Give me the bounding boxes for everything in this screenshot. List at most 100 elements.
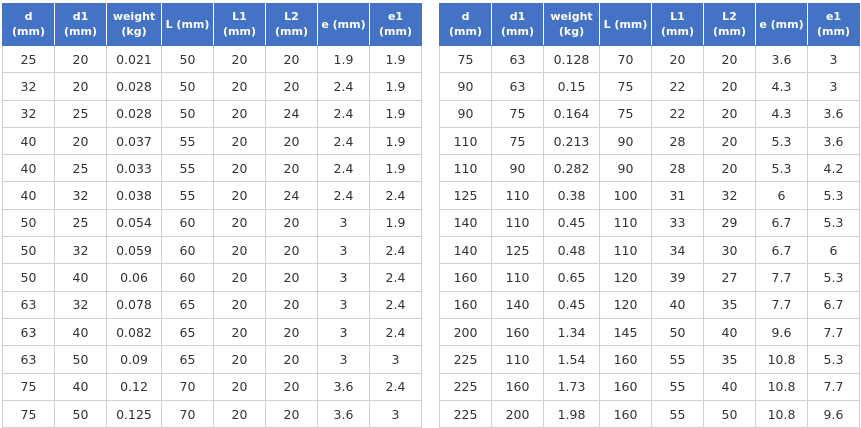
- table-cell: 20: [265, 208, 318, 238]
- table-cell: 55: [161, 126, 214, 156]
- table-cell: 0.125: [106, 399, 162, 428]
- table-cell: 20: [703, 72, 756, 101]
- table-cell: 20: [213, 126, 266, 156]
- table-cell: 0.12: [106, 372, 162, 401]
- table-cell: 160: [599, 372, 652, 401]
- table-cell: 25: [54, 99, 107, 128]
- dimension-table-right: d (mm) d1 (mm) weight (kg) L (mm) L1 (mm) L2 (mm) e…: [439, 3, 860, 428]
- table-cell: 3: [317, 290, 370, 319]
- table-cell: 20: [213, 208, 266, 238]
- table-cell: 32: [54, 181, 107, 210]
- table-cell: 1.9: [369, 154, 422, 183]
- table-cell: 20: [213, 181, 266, 210]
- column-header: d (mm): [2, 3, 55, 46]
- table-cell: 0.213: [543, 126, 600, 156]
- table-cell: 2.4: [369, 181, 422, 210]
- table-cell: 5.3: [807, 263, 860, 292]
- table-cell: 2.4: [369, 236, 422, 265]
- table-row: 25 20 0.021 50 20 20 1.9 1.9: [2, 44, 422, 74]
- table-cell: 2.4: [369, 372, 422, 401]
- table-cell: 1.34: [543, 317, 600, 347]
- table-cell: 63: [491, 44, 544, 74]
- table-cell: 75: [2, 399, 55, 428]
- table-cell: 6.7: [755, 208, 808, 238]
- table-cell: 75: [2, 372, 55, 401]
- table-cell: 0.021: [106, 44, 162, 74]
- column-header: L1 (mm): [651, 3, 704, 46]
- table-cell: 3: [807, 44, 860, 74]
- table-cell: 1.9: [369, 126, 422, 156]
- header-row: d (mm) d1 (mm) weight (kg) L (mm) L1 (mm) L2 (mm) e…: [2, 3, 422, 46]
- table-row: 110 90 0.282 90 28 20 5.3 4.2: [439, 154, 860, 183]
- table-cell: 40: [2, 126, 55, 156]
- table-cell: 0.48: [543, 236, 600, 265]
- table-cell: 3: [317, 236, 370, 265]
- table-cell: 225: [439, 399, 492, 428]
- table-cell: 75: [599, 72, 652, 101]
- column-header: e1 (mm): [369, 3, 422, 46]
- table-cell: 39: [651, 263, 704, 292]
- table-cell: 60: [161, 236, 214, 265]
- table-cell: 5.3: [807, 181, 860, 210]
- table-cell: 20: [265, 154, 318, 183]
- table-cell: 7.7: [755, 290, 808, 319]
- table-cell: 0.45: [543, 290, 600, 319]
- table-cell: 25: [54, 154, 107, 183]
- table-row: 160 140 0.45 120 40 35 7.7 6.7: [439, 290, 860, 319]
- table-cell: 0.054: [106, 208, 162, 238]
- table-cell: 90: [599, 154, 652, 183]
- table-cell: 225: [439, 345, 492, 374]
- table-cell: 0.06: [106, 263, 162, 292]
- table-cell: 55: [651, 345, 704, 374]
- table-cell: 5.3: [755, 154, 808, 183]
- table-cell: 33: [651, 208, 704, 238]
- table-cell: 20: [213, 154, 266, 183]
- table-cell: 50: [161, 72, 214, 101]
- table-cell: 20: [265, 345, 318, 374]
- table-cell: 50: [2, 236, 55, 265]
- table-cell: 30: [703, 236, 756, 265]
- table-cell: 40: [651, 290, 704, 319]
- table-cell: 32: [54, 236, 107, 265]
- table-cell: 0.028: [106, 72, 162, 101]
- table-cell: 3: [317, 208, 370, 238]
- table-row: 63 40 0.082 65 20 20 3 2.4: [2, 317, 422, 347]
- table-row: 110 75 0.213 90 28 20 5.3 3.6: [439, 126, 860, 156]
- column-header: d1 (mm): [54, 3, 107, 46]
- table-cell: 160: [599, 399, 652, 428]
- table-cell: 5.3: [807, 345, 860, 374]
- table-cell: 20: [265, 372, 318, 401]
- table-cell: 20: [703, 44, 756, 74]
- table-cell: 1.9: [369, 208, 422, 238]
- table-cell: 7.7: [807, 317, 860, 347]
- table-cell: 200: [491, 399, 544, 428]
- table-cell: 4.3: [755, 72, 808, 101]
- table-cell: 40: [54, 317, 107, 347]
- column-header: d1 (mm): [491, 3, 544, 46]
- table-cell: 65: [161, 317, 214, 347]
- column-header: L1 (mm): [213, 3, 266, 46]
- table-cell: 20: [265, 290, 318, 319]
- table-cell: 140: [439, 236, 492, 265]
- table-cell: 6: [755, 181, 808, 210]
- column-header: e1 (mm): [807, 3, 860, 46]
- table-cell: 120: [599, 263, 652, 292]
- table-cell: 5.3: [807, 208, 860, 238]
- table-cell: 110: [491, 181, 544, 210]
- table-cell: 60: [161, 208, 214, 238]
- table-cell: 40: [2, 181, 55, 210]
- table-row: 90 75 0.164 75 22 20 4.3 3.6: [439, 99, 860, 128]
- table-cell: 1.98: [543, 399, 600, 428]
- table-cell: 160: [491, 372, 544, 401]
- table-cell: 20: [213, 44, 266, 74]
- table-cell: 20: [265, 399, 318, 428]
- table-row: 50 25 0.054 60 20 20 3 1.9: [2, 208, 422, 238]
- table-row: 140 110 0.45 110 33 29 6.7 5.3: [439, 208, 860, 238]
- table-cell: 0.033: [106, 154, 162, 183]
- table-cell: 40: [2, 154, 55, 183]
- table-cell: 1.54: [543, 345, 600, 374]
- table-cell: 70: [161, 399, 214, 428]
- table-row: 225 110 1.54 160 55 35 10.8 5.3: [439, 345, 860, 374]
- table-cell: 3: [807, 72, 860, 101]
- table-cell: 100: [599, 181, 652, 210]
